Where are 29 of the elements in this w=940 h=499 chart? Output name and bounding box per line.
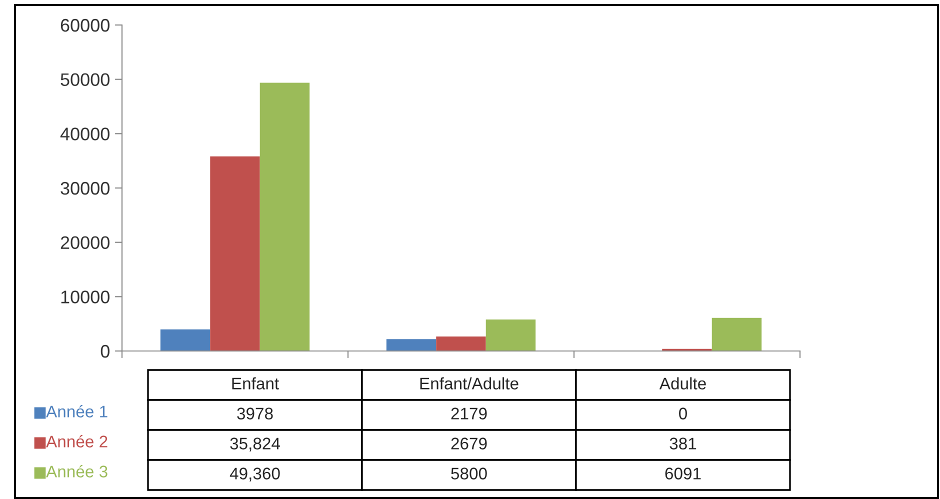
x-tick-label: Enfant [232,377,279,390]
x-tick-label: Enfant/Adulte [420,377,518,390]
legend-label: Année 1 [46,405,108,418]
data-label: 3978 [237,408,273,420]
bar [260,82,310,351]
data-label: 6091 [665,468,701,480]
bar [160,329,210,351]
y-tick-label: 20000 [60,236,110,250]
data-label: 2679 [451,438,487,450]
legend-label: Année 3 [46,465,108,478]
data-label: 0 [679,408,687,420]
y-tick-label: 50000 [60,73,110,86]
bar [210,156,260,351]
legend-label: Année 2 [46,435,108,448]
data-label: 35,824 [230,438,280,452]
y-tick-label: 0 [100,344,110,358]
data-label: 5800 [451,468,487,480]
y-tick-label: 60000 [60,18,110,32]
data-label: 49,360 [230,468,280,482]
data-label: 2179 [451,408,487,420]
bar [486,319,536,351]
bar [712,318,762,351]
data-label: 381 [670,438,696,450]
y-tick-label: 40000 [60,128,110,140]
x-tick-label: Adulte [659,377,706,390]
y-tick-label: 30000 [60,182,110,195]
y-tick-label: 10000 [61,290,110,304]
bar [436,336,486,351]
bar [386,339,436,351]
